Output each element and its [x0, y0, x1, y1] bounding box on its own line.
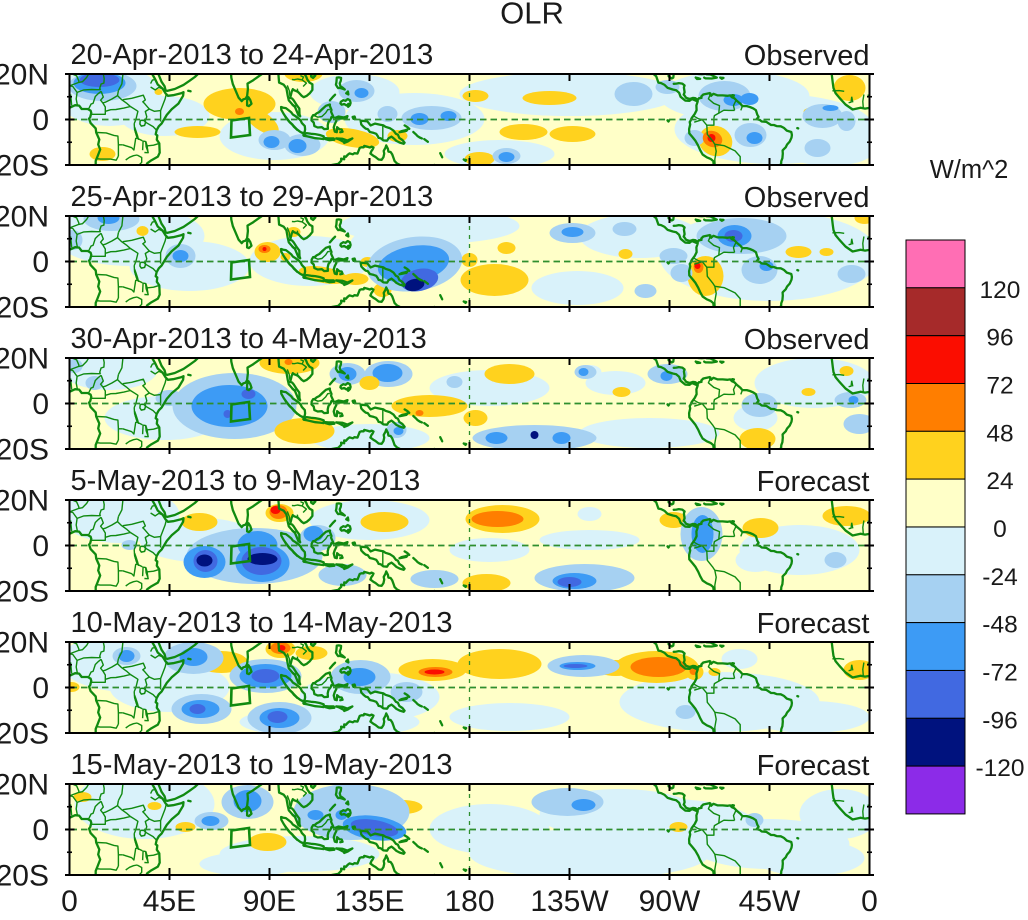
- svg-text:-24: -24: [982, 564, 1017, 591]
- svg-text:120: 120: [980, 277, 1021, 304]
- svg-text:20S: 20S: [0, 434, 49, 467]
- svg-text:-120: -120: [975, 755, 1024, 782]
- svg-text:0: 0: [32, 104, 49, 137]
- svg-text:5-May-2013 to 9-May-2013: 5-May-2013 to 9-May-2013: [71, 465, 421, 497]
- svg-text:Observed: Observed: [744, 324, 870, 356]
- svg-text:Forecast: Forecast: [757, 466, 870, 498]
- svg-text:20-Apr-2013 to 24-Apr-2013: 20-Apr-2013 to 24-Apr-2013: [71, 39, 434, 71]
- svg-text:20N: 20N: [0, 769, 49, 802]
- svg-text:72: 72: [986, 373, 1013, 400]
- svg-text:135W: 135W: [530, 885, 609, 918]
- svg-text:90E: 90E: [243, 885, 296, 918]
- svg-text:0: 0: [993, 516, 1007, 543]
- svg-text:20S: 20S: [0, 292, 49, 325]
- svg-text:24: 24: [986, 468, 1013, 495]
- svg-text:90W: 90W: [639, 885, 701, 918]
- svg-text:0: 0: [32, 814, 49, 847]
- svg-text:OLR: OLR: [500, 0, 564, 31]
- svg-text:96: 96: [986, 325, 1013, 352]
- svg-text:0: 0: [32, 246, 49, 279]
- svg-text:Observed: Observed: [744, 182, 870, 214]
- svg-text:45E: 45E: [143, 885, 196, 918]
- svg-text:180: 180: [444, 885, 494, 918]
- svg-text:0: 0: [32, 530, 49, 563]
- svg-text:-48: -48: [982, 612, 1017, 639]
- svg-text:20N: 20N: [0, 485, 49, 518]
- svg-text:-72: -72: [982, 660, 1017, 687]
- svg-text:20S: 20S: [0, 150, 49, 183]
- svg-text:20S: 20S: [0, 576, 49, 609]
- svg-text:20N: 20N: [0, 343, 49, 376]
- svg-text:0: 0: [61, 885, 78, 918]
- svg-text:0: 0: [32, 672, 49, 705]
- svg-text:20N: 20N: [0, 201, 49, 234]
- svg-text:Forecast: Forecast: [757, 608, 870, 640]
- svg-text:135E: 135E: [334, 885, 404, 918]
- svg-text:25-Apr-2013 to 29-Apr-2013: 25-Apr-2013 to 29-Apr-2013: [71, 181, 434, 213]
- svg-text:30-Apr-2013 to 4-May-2013: 30-Apr-2013 to 4-May-2013: [71, 323, 427, 355]
- svg-text:48: 48: [986, 420, 1013, 447]
- svg-text:Forecast: Forecast: [757, 750, 870, 782]
- svg-text:20N: 20N: [0, 59, 49, 92]
- svg-text:W/m^2: W/m^2: [930, 156, 1009, 184]
- svg-text:10-May-2013 to 14-May-2013: 10-May-2013 to 14-May-2013: [71, 607, 453, 639]
- svg-text:15-May-2013 to 19-May-2013: 15-May-2013 to 19-May-2013: [71, 749, 453, 781]
- svg-text:-96: -96: [982, 707, 1017, 734]
- svg-text:20N: 20N: [0, 627, 49, 660]
- svg-text:20S: 20S: [0, 860, 49, 893]
- svg-text:45W: 45W: [739, 885, 801, 918]
- svg-text:0: 0: [32, 388, 49, 421]
- svg-text:Observed: Observed: [744, 40, 870, 72]
- svg-text:20S: 20S: [0, 718, 49, 751]
- svg-text:0: 0: [861, 885, 878, 918]
